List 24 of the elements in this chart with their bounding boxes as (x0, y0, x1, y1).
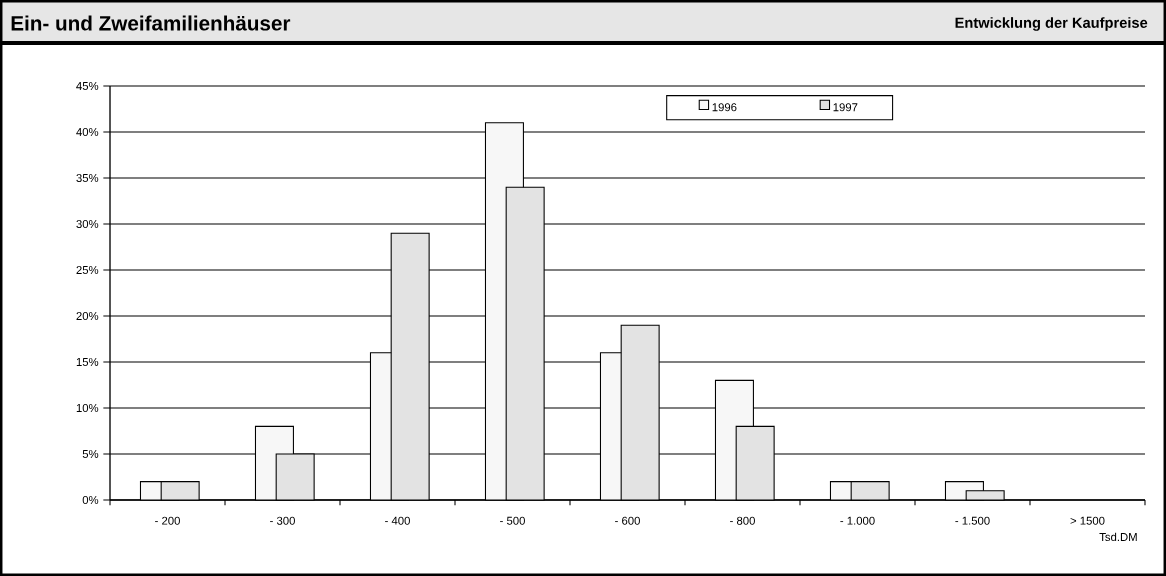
y-tick-label: 0% (82, 496, 99, 505)
y-tick-label: 35% (76, 174, 99, 183)
x-tick-label: - 300 (270, 516, 295, 525)
x-tick-label: - 200 (155, 516, 180, 525)
x-tick-label: - 1.500 (955, 516, 990, 525)
x-tick-label: - 800 (730, 516, 755, 525)
y-tick-label: 10% (76, 404, 99, 413)
x-tick-label: - 400 (385, 516, 410, 525)
y-tick-label: 5% (82, 450, 99, 458)
legend-label: 1997 (833, 103, 858, 112)
chart-subtitle: Entwicklung der Kaufpreise (955, 17, 1148, 31)
x-axis-title: Tsd.DM (1099, 532, 1137, 542)
x-tick-label: - 500 (500, 516, 525, 525)
y-tick-label: 25% (76, 266, 99, 275)
x-tick-label: - 1.000 (840, 516, 875, 525)
y-tick-label: 20% (76, 312, 99, 321)
y-tick-label: 40% (76, 128, 99, 137)
legend-label: 1996 (712, 103, 737, 112)
chart-title: Ein- und Zweifamilienhäuser (11, 15, 291, 31)
y-tick-label: 30% (76, 220, 99, 229)
x-tick-label: - 600 (615, 516, 640, 525)
y-tick-label: 45% (76, 82, 99, 90)
y-tick-label: 15% (76, 358, 99, 366)
x-tick-label: > 1500 (1070, 516, 1105, 525)
